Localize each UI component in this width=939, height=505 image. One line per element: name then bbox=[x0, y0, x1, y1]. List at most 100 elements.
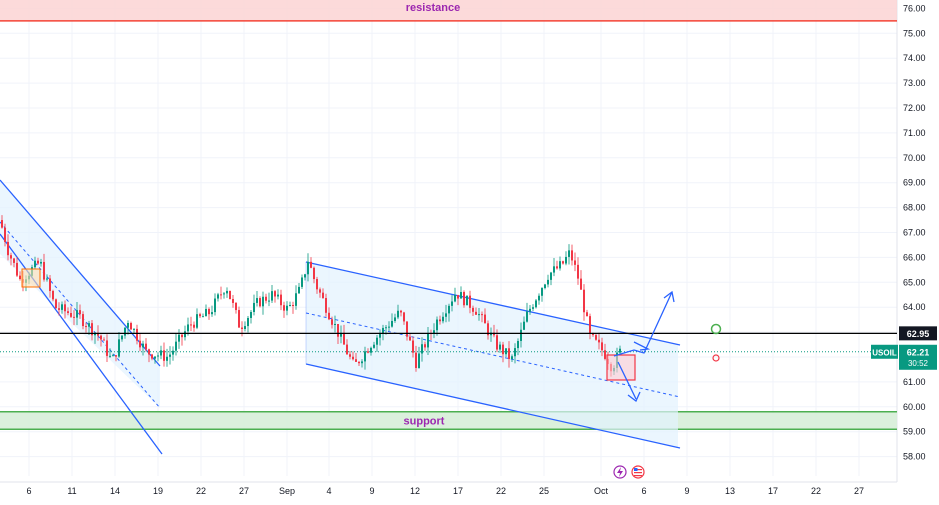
x-tick-label: 6 bbox=[641, 486, 646, 496]
x-tick-label: 9 bbox=[684, 486, 689, 496]
x-tick-label: Sep bbox=[279, 486, 295, 496]
y-tick-label: 59.00 bbox=[903, 427, 926, 437]
candle-body bbox=[79, 310, 81, 315]
candle-body bbox=[85, 326, 87, 328]
x-tick-label: 22 bbox=[811, 486, 821, 496]
target-circle-icon[interactable] bbox=[710, 323, 722, 335]
candle-body bbox=[127, 323, 129, 328]
candle-body bbox=[436, 319, 438, 331]
candle-body bbox=[442, 316, 444, 322]
candles bbox=[1, 215, 621, 377]
candle-body bbox=[184, 331, 186, 338]
support-zone[interactable] bbox=[0, 411, 897, 430]
candle-body bbox=[241, 327, 243, 329]
projection-down-path[interactable] bbox=[617, 361, 637, 400]
candle-body bbox=[172, 350, 174, 355]
candle-body bbox=[64, 304, 66, 312]
candle-body bbox=[187, 324, 189, 332]
candle-body bbox=[37, 260, 39, 264]
candle-body bbox=[592, 333, 594, 336]
candle-body bbox=[97, 332, 99, 336]
candle-body bbox=[568, 250, 570, 257]
candle-body bbox=[526, 311, 528, 322]
candle-body bbox=[100, 335, 102, 340]
candle-body bbox=[1, 220, 3, 228]
x-tick-label: 11 bbox=[67, 486, 76, 496]
candle-body bbox=[580, 278, 582, 290]
candle-body bbox=[13, 258, 15, 263]
candle-body bbox=[274, 291, 276, 297]
candle-body bbox=[487, 323, 489, 336]
candle-body bbox=[34, 260, 36, 268]
price-axis[interactable]: 58.0059.0060.0061.0062.0063.0064.0065.00… bbox=[903, 3, 926, 461]
candle-body bbox=[532, 307, 534, 309]
x-tick-label: 14 bbox=[110, 486, 120, 496]
grid bbox=[0, 0, 898, 483]
candle-body bbox=[19, 275, 21, 280]
lightning-icon[interactable] bbox=[613, 465, 627, 479]
candle-body bbox=[250, 312, 252, 318]
candle-body bbox=[541, 288, 543, 296]
candle-body bbox=[391, 320, 393, 327]
candle-body bbox=[220, 294, 222, 296]
left-channel-upper[interactable] bbox=[0, 179, 161, 367]
resistance-zone[interactable] bbox=[0, 0, 897, 21]
main-channel-upper[interactable] bbox=[305, 261, 681, 346]
candle-body bbox=[397, 310, 399, 318]
stop-circle-icon[interactable] bbox=[712, 354, 720, 362]
candle-body bbox=[433, 330, 435, 334]
candle-body bbox=[352, 356, 354, 360]
y-tick-label: 64.00 bbox=[903, 302, 926, 312]
candle-body bbox=[559, 261, 561, 269]
candle-body bbox=[124, 327, 126, 336]
y-tick-label: 66.00 bbox=[903, 252, 926, 262]
candle-body bbox=[529, 308, 531, 312]
candle-body bbox=[211, 312, 213, 315]
candle-body bbox=[253, 302, 255, 313]
candle-body bbox=[355, 359, 357, 362]
arrow-head-icon bbox=[663, 290, 675, 303]
x-tick-label: 17 bbox=[768, 486, 778, 496]
candle-body bbox=[175, 341, 177, 351]
candle-body bbox=[88, 323, 90, 327]
highlight-box[interactable] bbox=[21, 268, 41, 288]
candle-body bbox=[280, 294, 282, 306]
candle-body bbox=[109, 355, 111, 357]
us-flag-icon[interactable] bbox=[631, 465, 645, 479]
y-tick-label: 72.00 bbox=[903, 103, 926, 113]
candle-body bbox=[208, 308, 210, 315]
candle-body bbox=[475, 311, 477, 315]
candle-body bbox=[313, 267, 315, 280]
candle-body bbox=[577, 264, 579, 279]
x-tick-label: 6 bbox=[26, 486, 31, 496]
x-tick-label: 17 bbox=[453, 486, 463, 496]
candle-body bbox=[217, 294, 219, 299]
candle-body bbox=[511, 356, 513, 359]
candle-body bbox=[550, 272, 552, 280]
candle-body bbox=[301, 277, 303, 287]
candle-body bbox=[337, 323, 339, 337]
candle-body bbox=[289, 304, 291, 306]
x-tick-label: 22 bbox=[496, 486, 506, 496]
candle-body bbox=[544, 284, 546, 289]
candle-body bbox=[181, 334, 183, 338]
projection-up-path[interactable] bbox=[613, 291, 673, 357]
candle-body bbox=[385, 327, 387, 329]
candle-body bbox=[583, 289, 585, 313]
time-axis[interactable]: 6 11 14 19 22 27 Sep 4 9 12 17 22 25 Oct 6 9 13 17 22 27 bbox=[26, 486, 864, 496]
candle-body bbox=[523, 321, 525, 330]
candle-body bbox=[589, 316, 591, 334]
x-tick-label: 22 bbox=[196, 486, 206, 496]
main-channel-lower[interactable] bbox=[305, 363, 681, 449]
candle-body bbox=[469, 295, 471, 308]
y-tick-label: 61.00 bbox=[903, 377, 926, 387]
candle-body bbox=[463, 292, 465, 306]
candle-body bbox=[466, 295, 468, 306]
candle-body bbox=[409, 336, 411, 341]
candle-body bbox=[451, 301, 453, 306]
x-tick-label: Oct bbox=[594, 486, 609, 496]
candle-body bbox=[292, 304, 294, 306]
candle-body bbox=[205, 308, 207, 317]
y-tick-label: 69.00 bbox=[903, 178, 926, 188]
